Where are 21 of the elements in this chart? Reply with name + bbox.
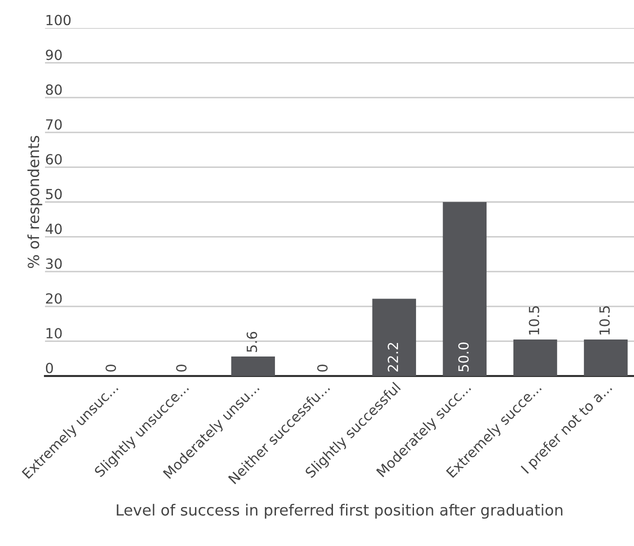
- y-tick-label: 80: [46, 84, 62, 95]
- y-tick-label: 40: [46, 224, 62, 234]
- y-tick-label: 60: [46, 154, 62, 165]
- data-label: 50.0: [458, 342, 469, 372]
- y-tick-label: 30: [46, 258, 62, 269]
- data-label: 10.5: [599, 306, 610, 334]
- y-tick-label: 100: [46, 14, 71, 26]
- data-label: 5.6: [246, 332, 258, 352]
- data-label: 10.5: [528, 306, 540, 334]
- data-label: 0: [106, 364, 116, 372]
- y-tick-label: 20: [46, 293, 62, 304]
- data-label: 0: [176, 364, 187, 372]
- y-axis-title: % of respondents: [27, 136, 42, 268]
- y-tick-label: 10: [46, 328, 62, 339]
- data-label: 22.2: [388, 342, 398, 372]
- y-tick-label: 0: [46, 362, 53, 374]
- x-axis-title: Level of success in preferred first position after graduation: [116, 504, 562, 519]
- y-tick-label: 90: [46, 50, 62, 60]
- y-tick-label: 70: [46, 119, 62, 130]
- y-tick-label: 50: [46, 188, 62, 200]
- data-label: 0: [317, 364, 328, 372]
